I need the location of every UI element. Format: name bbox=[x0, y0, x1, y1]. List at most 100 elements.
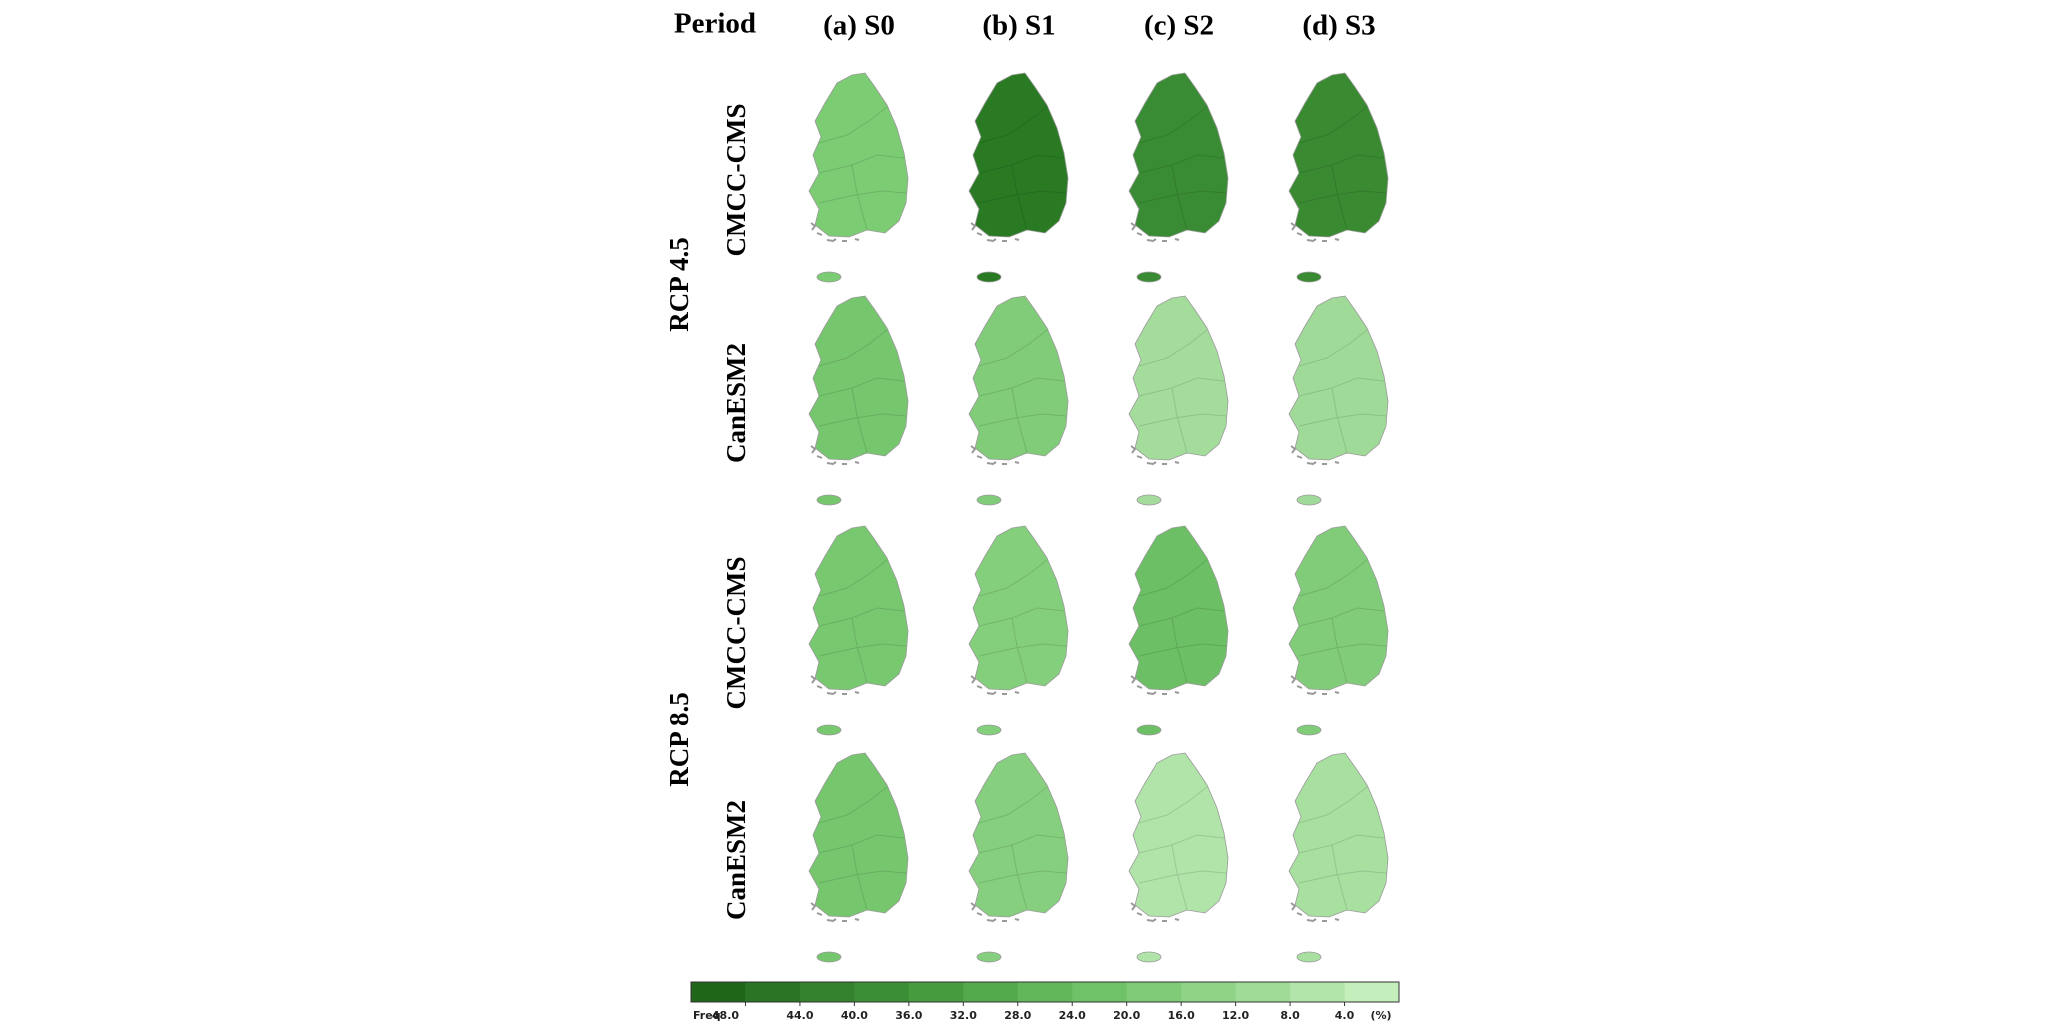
mainland bbox=[1128, 72, 1229, 238]
islands bbox=[970, 902, 1020, 923]
legend-tick-label: 20.0 bbox=[1113, 1009, 1140, 1022]
mainland bbox=[1128, 752, 1229, 918]
map-panel bbox=[1128, 72, 1229, 283]
legend-title: Freq bbox=[693, 1009, 721, 1022]
legend-tick-label: 4.0 bbox=[1335, 1009, 1355, 1022]
map-panel bbox=[1128, 525, 1229, 736]
islands bbox=[1130, 445, 1180, 466]
map-panel bbox=[808, 752, 909, 963]
jeju bbox=[816, 271, 842, 283]
islands bbox=[970, 445, 1020, 466]
model-label: CanESM2 bbox=[721, 800, 751, 920]
model-label: CMCC-CMS bbox=[721, 557, 751, 710]
map-panel bbox=[968, 72, 1069, 283]
jeju bbox=[1296, 494, 1322, 506]
islands bbox=[1130, 222, 1180, 243]
legend-tick-label: 48.0 bbox=[712, 1009, 739, 1022]
column-label: (b) S1 bbox=[982, 10, 1055, 42]
map-panel bbox=[1288, 295, 1389, 506]
jeju bbox=[1136, 494, 1162, 506]
map-panel bbox=[808, 72, 909, 283]
legend-swatch bbox=[1235, 982, 1291, 1002]
islands bbox=[970, 675, 1020, 696]
map-panel bbox=[1128, 752, 1229, 963]
map-panel bbox=[968, 525, 1069, 736]
mainland bbox=[1288, 752, 1389, 918]
jeju bbox=[976, 724, 1002, 736]
map-panel bbox=[968, 295, 1069, 506]
legend-tick-label: 28.0 bbox=[1004, 1009, 1031, 1022]
legend-swatch bbox=[1072, 982, 1128, 1002]
map-panel bbox=[808, 295, 909, 506]
map-panel bbox=[1288, 525, 1389, 736]
mainland bbox=[1288, 295, 1389, 461]
legend-swatch bbox=[1344, 982, 1400, 1002]
islands bbox=[1290, 445, 1340, 466]
jeju bbox=[976, 271, 1002, 283]
province-borders bbox=[1298, 559, 1387, 684]
mainland bbox=[808, 295, 909, 461]
mainland bbox=[968, 295, 1069, 461]
map-panel bbox=[968, 752, 1069, 963]
model-label: CMCC-CMS bbox=[721, 104, 751, 257]
legend-swatch bbox=[1290, 982, 1346, 1002]
province-borders bbox=[978, 786, 1067, 911]
legend-tick-label: 24.0 bbox=[1059, 1009, 1086, 1022]
jeju bbox=[1136, 271, 1162, 283]
jeju bbox=[976, 951, 1002, 963]
scenario-label: RCP 4.5 bbox=[664, 237, 694, 332]
province-borders bbox=[1138, 329, 1227, 454]
mainland bbox=[968, 525, 1069, 691]
islands bbox=[1290, 902, 1340, 923]
islands bbox=[1130, 902, 1180, 923]
column-label: (a) S0 bbox=[823, 10, 895, 42]
legend-tick-label: 44.0 bbox=[786, 1009, 813, 1022]
legend-swatch bbox=[854, 982, 910, 1002]
islands bbox=[810, 675, 860, 696]
mainland bbox=[808, 72, 909, 238]
province-borders bbox=[1298, 106, 1387, 231]
legend-tick-label: 16.0 bbox=[1168, 1009, 1195, 1022]
legend-tick-label: 12.0 bbox=[1222, 1009, 1249, 1022]
legend-swatch bbox=[745, 982, 801, 1002]
islands bbox=[970, 222, 1020, 243]
province-borders bbox=[818, 106, 907, 231]
jeju bbox=[816, 494, 842, 506]
legend-frame bbox=[690, 981, 1400, 1003]
legend-swatch bbox=[1017, 982, 1073, 1002]
mainland bbox=[968, 72, 1069, 238]
islands bbox=[810, 222, 860, 243]
column-label: (d) S3 bbox=[1302, 10, 1375, 42]
province-borders bbox=[1138, 106, 1227, 231]
map-panel bbox=[1288, 72, 1389, 283]
province-borders bbox=[1298, 786, 1387, 911]
province-borders bbox=[818, 329, 907, 454]
islands bbox=[810, 902, 860, 923]
province-borders bbox=[818, 786, 907, 911]
province-borders bbox=[818, 559, 907, 684]
province-borders bbox=[978, 106, 1067, 231]
legend-tick-label: 40.0 bbox=[841, 1009, 868, 1022]
mainland bbox=[1128, 295, 1229, 461]
scenario-label: RCP 8.5 bbox=[664, 692, 694, 787]
legend-swatch bbox=[691, 982, 746, 1002]
province-borders bbox=[978, 559, 1067, 684]
legend-swatch bbox=[799, 982, 855, 1002]
mainland bbox=[808, 752, 909, 918]
legend-tick-label: 8.0 bbox=[1280, 1009, 1300, 1022]
jeju bbox=[816, 951, 842, 963]
islands bbox=[1290, 222, 1340, 243]
jeju bbox=[1296, 951, 1322, 963]
mainland bbox=[1288, 525, 1389, 691]
province-borders bbox=[1138, 559, 1227, 684]
mainland bbox=[1288, 72, 1389, 238]
jeju bbox=[816, 724, 842, 736]
legend-swatch bbox=[963, 982, 1019, 1002]
mainland bbox=[1128, 525, 1229, 691]
mainland bbox=[808, 525, 909, 691]
legend-swatch bbox=[908, 982, 964, 1002]
column-label: (c) S2 bbox=[1144, 10, 1214, 42]
